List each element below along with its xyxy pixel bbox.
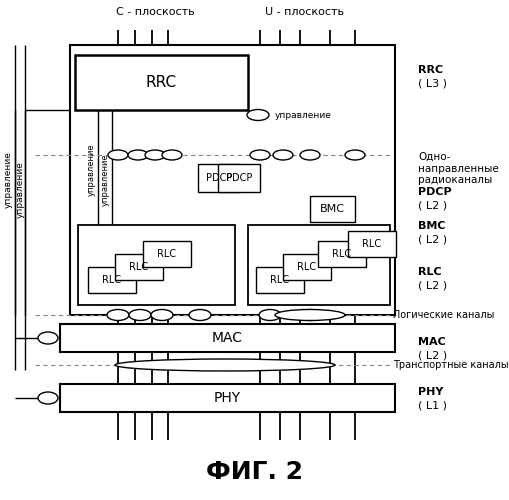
Ellipse shape xyxy=(246,110,268,120)
Text: управление: управление xyxy=(274,110,331,120)
Text: PHY: PHY xyxy=(213,391,241,405)
Text: ФИГ. 2: ФИГ. 2 xyxy=(206,460,303,484)
Bar xyxy=(309,196,354,222)
Bar xyxy=(318,241,365,267)
Text: С - плоскость: С - плоскость xyxy=(116,7,194,17)
Bar xyxy=(247,225,389,305)
Bar xyxy=(60,384,394,412)
Ellipse shape xyxy=(189,310,211,320)
Text: управление: управление xyxy=(15,162,24,218)
Ellipse shape xyxy=(115,359,334,371)
Text: PDCP: PDCP xyxy=(206,173,232,183)
Bar xyxy=(197,164,240,192)
Ellipse shape xyxy=(162,150,182,160)
Ellipse shape xyxy=(299,150,319,160)
Text: Одно-
направленные
радиоканалы: Одно- направленные радиоканалы xyxy=(417,152,498,185)
Ellipse shape xyxy=(259,310,280,320)
Text: PDCP: PDCP xyxy=(225,173,251,183)
Text: ( L2 ): ( L2 ) xyxy=(417,235,446,245)
Ellipse shape xyxy=(128,150,148,160)
Text: MAC: MAC xyxy=(417,337,445,347)
Ellipse shape xyxy=(344,150,364,160)
Ellipse shape xyxy=(145,150,165,160)
Bar xyxy=(256,267,303,293)
Text: PDCP: PDCP xyxy=(417,187,451,197)
Bar xyxy=(70,45,394,315)
Ellipse shape xyxy=(298,310,320,320)
Bar xyxy=(347,231,395,257)
Bar xyxy=(143,241,191,267)
Text: BMC: BMC xyxy=(319,204,344,214)
Bar xyxy=(78,225,235,305)
Text: управление: управление xyxy=(4,152,13,208)
Bar xyxy=(115,254,163,280)
Text: RLC: RLC xyxy=(362,239,381,249)
Text: BMC: BMC xyxy=(417,221,445,231)
Ellipse shape xyxy=(274,310,344,320)
Text: RRC: RRC xyxy=(146,75,177,90)
Text: управление: управление xyxy=(87,144,95,197)
Text: RLC: RLC xyxy=(129,262,148,272)
Ellipse shape xyxy=(38,332,58,344)
Ellipse shape xyxy=(38,392,58,404)
Text: RLC: RLC xyxy=(270,275,289,285)
Text: RRC: RRC xyxy=(417,65,442,75)
Bar xyxy=(88,267,136,293)
Text: ( L3 ): ( L3 ) xyxy=(417,79,446,89)
Text: Логические каналы: Логические каналы xyxy=(392,310,493,320)
Ellipse shape xyxy=(108,150,128,160)
Bar xyxy=(282,254,330,280)
Text: ( L2 ): ( L2 ) xyxy=(417,351,446,361)
Text: RLC: RLC xyxy=(157,249,176,259)
Text: PHY: PHY xyxy=(417,387,442,397)
Text: RLC: RLC xyxy=(297,262,316,272)
Text: ( L1 ): ( L1 ) xyxy=(417,401,446,411)
Text: U - плоскость: U - плоскость xyxy=(265,7,344,17)
Text: RLC: RLC xyxy=(417,267,441,277)
Text: ( L2 ): ( L2 ) xyxy=(417,201,446,211)
Ellipse shape xyxy=(107,310,129,320)
Text: ( L2 ): ( L2 ) xyxy=(417,281,446,291)
Text: Транспортные каналы: Транспортные каналы xyxy=(392,360,507,370)
Ellipse shape xyxy=(129,310,151,320)
Bar xyxy=(60,324,394,352)
Text: RLC: RLC xyxy=(332,249,351,259)
Ellipse shape xyxy=(272,150,293,160)
Text: управление: управление xyxy=(100,154,109,206)
Bar xyxy=(75,55,247,110)
Ellipse shape xyxy=(151,310,173,320)
Ellipse shape xyxy=(249,150,269,160)
Bar xyxy=(217,164,260,192)
Text: MAC: MAC xyxy=(212,331,242,345)
Text: RLC: RLC xyxy=(102,275,121,285)
